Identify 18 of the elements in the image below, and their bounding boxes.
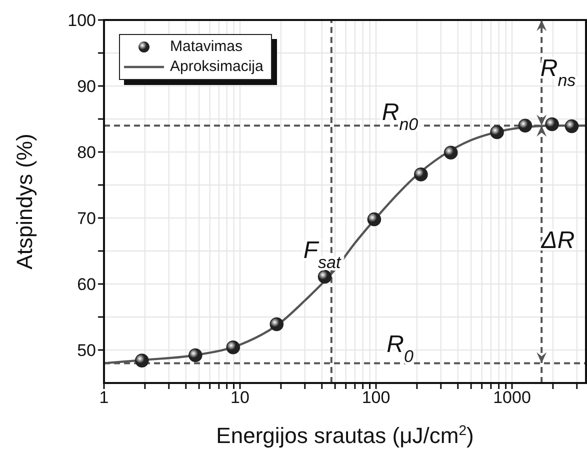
y-tick-label: 80 — [77, 143, 96, 162]
y-tick-label: 60 — [77, 275, 96, 294]
y-tick-label: 70 — [77, 209, 96, 228]
y-tick-label: 50 — [77, 341, 96, 360]
annotation: R$_{n0}$ — [382, 99, 419, 134]
x-tick-label: 1 — [99, 388, 109, 408]
legend-label: Aproksimacija — [170, 57, 264, 77]
annotation: R$_{0}$ — [386, 331, 414, 366]
y-tick-label: 90 — [77, 77, 96, 96]
annotation: ΔR — [540, 227, 575, 254]
x-tick-label: 1000 — [493, 388, 531, 408]
annotation: R$_{ns}$ — [540, 55, 576, 90]
legend-label: Matavimas — [170, 37, 243, 57]
x-tick-label: 100 — [362, 388, 390, 408]
x-axis-title: Energijos srautas (μJ/cm$^{2}$) — [216, 422, 474, 448]
y-tick-label: 100 — [68, 11, 96, 30]
y-axis-title: Atspindys (%) — [12, 134, 37, 270]
x-tick-label: 10 — [230, 388, 250, 408]
